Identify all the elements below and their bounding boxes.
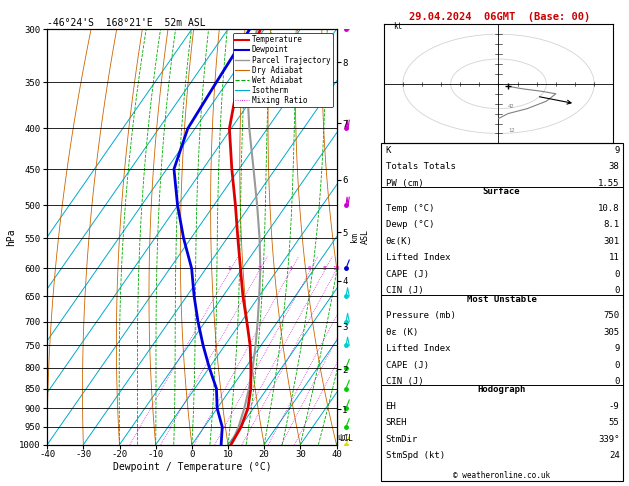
X-axis label: Dewpoint / Temperature (°C): Dewpoint / Temperature (°C) — [113, 462, 271, 472]
Text: StmSpd (kt): StmSpd (kt) — [386, 451, 445, 461]
Text: 42: 42 — [508, 104, 515, 109]
Text: Totals Totals: Totals Totals — [386, 162, 455, 172]
Y-axis label: hPa: hPa — [6, 228, 16, 246]
Text: 4: 4 — [289, 266, 292, 271]
Text: Surface: Surface — [483, 187, 520, 196]
Text: kt: kt — [393, 22, 403, 31]
Text: 339°: 339° — [598, 435, 620, 444]
Text: θε(K): θε(K) — [386, 237, 413, 246]
Text: PW (cm): PW (cm) — [386, 179, 423, 188]
Text: 301: 301 — [603, 237, 620, 246]
Text: Lifted Index: Lifted Index — [386, 253, 450, 262]
Text: 8: 8 — [322, 266, 326, 271]
Text: CAPE (J): CAPE (J) — [386, 270, 428, 279]
Text: CIN (J): CIN (J) — [386, 286, 423, 295]
Text: 10.8: 10.8 — [598, 204, 620, 213]
Text: 55: 55 — [609, 418, 620, 428]
Text: EH: EH — [386, 402, 396, 411]
Text: 305: 305 — [603, 328, 620, 337]
Text: 0: 0 — [614, 270, 620, 279]
Text: 11: 11 — [609, 253, 620, 262]
Text: 24: 24 — [609, 451, 620, 461]
Text: 0: 0 — [614, 286, 620, 295]
Text: 29.04.2024  06GMT  (Base: 00): 29.04.2024 06GMT (Base: 00) — [409, 12, 591, 22]
Text: 2: 2 — [257, 266, 261, 271]
Text: θε (K): θε (K) — [386, 328, 418, 337]
Text: Hodograph: Hodograph — [477, 385, 526, 395]
Text: 6: 6 — [308, 266, 312, 271]
Text: -46°24'S  168°21'E  52m ASL: -46°24'S 168°21'E 52m ASL — [47, 18, 206, 28]
Text: 9: 9 — [614, 146, 620, 155]
Text: 1: 1 — [228, 266, 231, 271]
Text: K: K — [386, 146, 391, 155]
Text: 10: 10 — [332, 266, 339, 271]
Text: SREH: SREH — [386, 418, 407, 428]
Text: 1.55: 1.55 — [598, 179, 620, 188]
Text: 8.1: 8.1 — [603, 220, 620, 229]
Y-axis label: km
ASL: km ASL — [350, 229, 370, 244]
Text: Dewp (°C): Dewp (°C) — [386, 220, 434, 229]
Text: 12: 12 — [508, 128, 515, 134]
Legend: Temperature, Dewpoint, Parcel Trajectory, Dry Adiabat, Wet Adiabat, Isotherm, Mi: Temperature, Dewpoint, Parcel Trajectory… — [233, 33, 333, 107]
Text: Pressure (mb): Pressure (mb) — [386, 311, 455, 320]
Text: CIN (J): CIN (J) — [386, 377, 423, 386]
Text: -9: -9 — [609, 402, 620, 411]
Text: CAPE (J): CAPE (J) — [386, 361, 428, 370]
Text: LCL: LCL — [338, 435, 350, 441]
Text: Most Unstable: Most Unstable — [467, 295, 537, 304]
Text: 750: 750 — [603, 311, 620, 320]
Text: 0: 0 — [614, 361, 620, 370]
Text: Lifted Index: Lifted Index — [386, 344, 450, 353]
Text: 0: 0 — [614, 377, 620, 386]
Text: 38: 38 — [609, 162, 620, 172]
Text: LCL: LCL — [340, 434, 353, 443]
Text: © weatheronline.co.uk: © weatheronline.co.uk — [453, 470, 550, 480]
Text: 9: 9 — [614, 344, 620, 353]
Text: Temp (°C): Temp (°C) — [386, 204, 434, 213]
Text: StmDir: StmDir — [386, 435, 418, 444]
